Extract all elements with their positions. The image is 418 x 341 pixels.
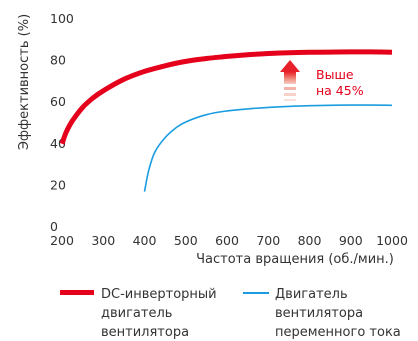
legend-label-dc-line-3: вентилятора bbox=[101, 325, 189, 340]
x-tick-label: 700 bbox=[256, 233, 280, 248]
annotation-line-1: Выше bbox=[316, 67, 354, 82]
legend-swatch-dc bbox=[60, 290, 94, 295]
legend-label-dc-line-2: двигатель bbox=[101, 306, 172, 321]
legend-item-dc: DC-инверторный двигатель вентилятора bbox=[60, 287, 217, 340]
x-axis-ticks: 200 300 400 500 600 700 800 900 1000 bbox=[50, 233, 408, 248]
y-tick-label: 60 bbox=[50, 94, 66, 109]
x-tick-label: 400 bbox=[133, 233, 157, 248]
x-axis-title: Частота вращения (об./мин.) bbox=[196, 252, 394, 267]
up-arrow-icon bbox=[280, 60, 300, 101]
y-tick-label: 80 bbox=[50, 53, 66, 68]
y-tick-label: 20 bbox=[50, 177, 66, 192]
x-tick-label: 300 bbox=[91, 233, 115, 248]
y-tick-label: 0 bbox=[50, 219, 58, 234]
improvement-annotation: Выше на 45% bbox=[280, 60, 364, 101]
series-layer bbox=[59, 49, 393, 192]
x-tick-label: 600 bbox=[215, 233, 239, 248]
legend: DC-инверторный двигатель вентилятора Дви… bbox=[60, 287, 401, 340]
legend-item-ac: Двигатель вентилятора переменного тока bbox=[243, 287, 401, 340]
x-tick-label: 500 bbox=[174, 233, 198, 248]
x-tick-label: 900 bbox=[339, 233, 363, 248]
legend-label-ac-line-1: Двигатель bbox=[275, 287, 348, 302]
y-axis-title: Эффективность (%) bbox=[17, 14, 32, 150]
x-tick-label: 1000 bbox=[376, 233, 408, 248]
legend-swatch-ac bbox=[243, 292, 269, 294]
x-tick-label: 200 bbox=[50, 233, 74, 248]
series-line-ac bbox=[143, 104, 393, 192]
legend-label-dc-line-1: DC-инверторный bbox=[101, 287, 217, 302]
annotation-line-2: на 45% bbox=[316, 83, 364, 98]
legend-label-ac-line-3: переменного тока bbox=[275, 325, 401, 340]
legend-label-ac-line-2: вентилятора bbox=[275, 306, 363, 321]
series-line-dc-inverter bbox=[59, 49, 393, 145]
x-tick-label: 800 bbox=[298, 233, 322, 248]
y-tick-label: 100 bbox=[50, 11, 74, 26]
